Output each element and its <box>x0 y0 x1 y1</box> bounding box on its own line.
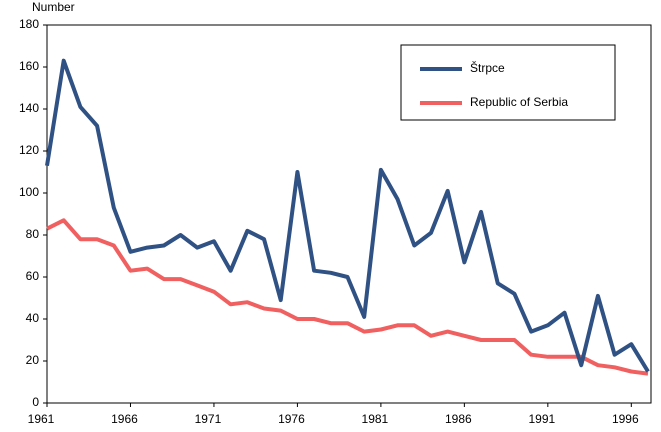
legend-label: Republic of Serbia <box>470 95 568 109</box>
y-tick-label: 100 <box>19 185 39 199</box>
y-tick-label: 60 <box>26 269 40 283</box>
x-tick-label: 1971 <box>195 412 222 426</box>
plot-area <box>46 24 652 404</box>
legend-label: Štrpce <box>470 60 505 75</box>
x-tick-label: 1966 <box>111 412 138 426</box>
y-tick-label: 80 <box>26 227 40 241</box>
x-tick-label: 1991 <box>528 412 555 426</box>
x-tick-label: 1981 <box>362 412 389 426</box>
series-line <box>45 58 650 373</box>
y-tick-label: 120 <box>19 143 39 157</box>
y-tick-label: 0 <box>32 395 39 409</box>
y-tick-label: 180 <box>19 17 39 31</box>
y-tick-label: 160 <box>19 59 39 73</box>
y-tick-label: 20 <box>26 353 40 367</box>
x-tick-label: 1961 <box>28 412 55 426</box>
legend-box <box>400 44 616 121</box>
y-tick-label: 140 <box>19 101 39 115</box>
x-tick-label: 1986 <box>445 412 472 426</box>
series-line <box>46 218 649 376</box>
y-axis-label: Number <box>32 0 75 14</box>
x-tick-label: 1996 <box>612 412 639 426</box>
y-tick-label: 40 <box>26 311 40 325</box>
x-tick-label: 1976 <box>278 412 305 426</box>
